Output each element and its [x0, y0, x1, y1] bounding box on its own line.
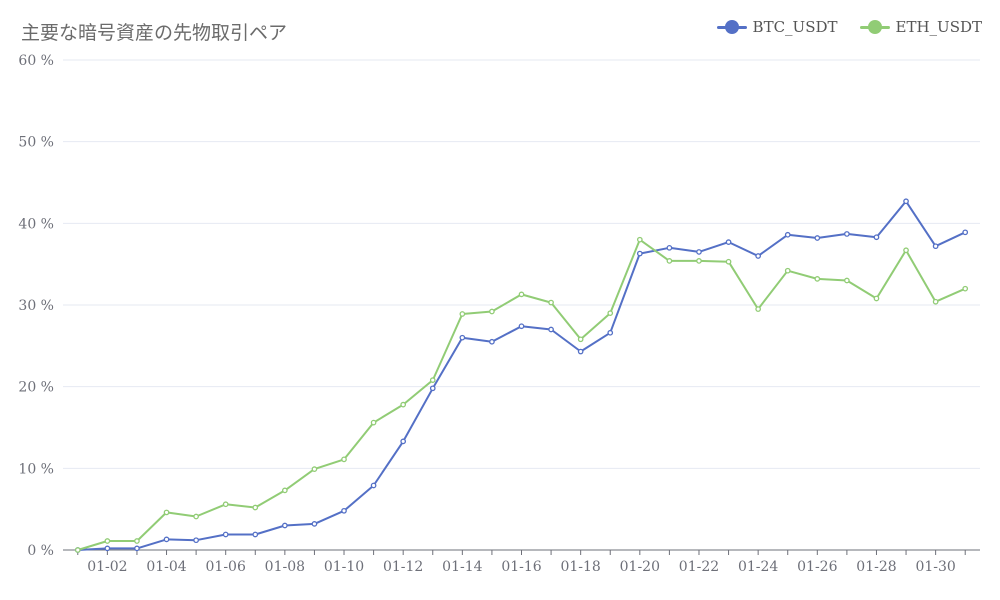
- data-point-btc_usdt[interactable]: [518, 323, 525, 330]
- y-tick-label: 50 %: [18, 135, 54, 151]
- x-tick-label: 01-18: [560, 559, 600, 575]
- data-point-eth_usdt[interactable]: [932, 298, 939, 305]
- legend-item-btc[interactable]: BTC_USDT: [716, 18, 838, 36]
- data-point-btc_usdt[interactable]: [222, 531, 229, 538]
- data-point-btc_usdt[interactable]: [903, 198, 909, 205]
- data-point-btc_usdt[interactable]: [489, 338, 495, 345]
- chart-title: 主要な暗号資産の先物取引ペア: [21, 22, 288, 44]
- data-point-btc_usdt[interactable]: [814, 235, 821, 241]
- data-point-btc_usdt[interactable]: [844, 231, 850, 237]
- legend-item-eth[interactable]: ETH_USDT: [859, 18, 982, 36]
- data-point-btc_usdt[interactable]: [873, 234, 880, 241]
- data-point-eth_usdt[interactable]: [459, 311, 466, 317]
- y-tick-label: 60 %: [18, 53, 54, 69]
- data-point-eth_usdt[interactable]: [134, 538, 140, 544]
- y-axis: 0 % 10 % 20 % 30 % 40 % 50 % 60 %: [18, 53, 54, 559]
- data-point-btc_usdt[interactable]: [252, 531, 259, 538]
- data-point-eth_usdt[interactable]: [903, 247, 909, 254]
- data-point-eth_usdt[interactable]: [400, 401, 407, 408]
- x-tick-label: 01-22: [679, 559, 719, 575]
- x-tick-label: 01-28: [856, 559, 896, 575]
- y-tick-label: 10 %: [18, 461, 54, 477]
- data-point-btc_usdt[interactable]: [163, 536, 170, 543]
- x-tick-label: 01-02: [87, 559, 127, 575]
- data-point-eth_usdt[interactable]: [844, 277, 850, 284]
- x-tick-label: 01-12: [383, 559, 423, 575]
- data-point-btc_usdt[interactable]: [311, 521, 318, 527]
- y-tick-label: 30 %: [18, 298, 54, 314]
- data-point-btc_usdt[interactable]: [341, 507, 347, 514]
- data-point-eth_usdt[interactable]: [577, 336, 584, 343]
- data-point-eth_usdt[interactable]: [755, 306, 761, 312]
- data-point-eth_usdt[interactable]: [104, 538, 111, 544]
- data-point-btc_usdt[interactable]: [193, 537, 199, 544]
- series-line-btc_usdt: [76, 200, 967, 551]
- data-point-btc_usdt[interactable]: [577, 348, 584, 355]
- data-point-btc_usdt[interactable]: [370, 482, 377, 489]
- data-point-eth_usdt[interactable]: [607, 310, 614, 317]
- data-point-btc_usdt[interactable]: [134, 545, 140, 552]
- data-point-btc_usdt[interactable]: [696, 249, 702, 255]
- x-tick-label: 01-30: [915, 559, 955, 575]
- data-point-eth_usdt[interactable]: [636, 236, 643, 243]
- series-lines: [74, 198, 969, 553]
- data-point-btc_usdt[interactable]: [548, 326, 554, 333]
- legend-swatch-eth: [859, 20, 890, 34]
- series-line-eth_usdt: [76, 238, 967, 551]
- data-point-btc_usdt[interactable]: [755, 253, 761, 259]
- x-axis: 01-02 01-04 01-06 01-08 01-10 01-12 01-14 01-16…: [63, 549, 980, 575]
- data-point-eth_usdt[interactable]: [282, 487, 288, 494]
- data-point-eth_usdt[interactable]: [222, 501, 229, 508]
- x-tick-label: 01-26: [797, 559, 837, 575]
- data-point-eth_usdt[interactable]: [784, 267, 791, 274]
- data-point-btc_usdt[interactable]: [725, 239, 732, 245]
- data-point-eth_usdt[interactable]: [429, 377, 436, 383]
- data-point-eth_usdt[interactable]: [74, 547, 81, 553]
- data-point-eth_usdt[interactable]: [193, 513, 199, 520]
- legend-label-eth: ETH_USDT: [895, 18, 982, 36]
- data-point-btc_usdt[interactable]: [932, 243, 939, 250]
- data-point-eth_usdt[interactable]: [163, 509, 170, 516]
- x-tick-label: 01-04: [146, 559, 186, 575]
- data-point-eth_usdt[interactable]: [873, 295, 880, 302]
- data-point-eth_usdt[interactable]: [341, 456, 347, 463]
- y-tick-label: 20 %: [18, 380, 54, 396]
- data-point-btc_usdt[interactable]: [282, 522, 288, 529]
- data-point-eth_usdt[interactable]: [962, 285, 969, 292]
- data-point-btc_usdt[interactable]: [666, 244, 673, 251]
- y-tick-label: 0 %: [27, 543, 54, 559]
- x-tick-label: 01-08: [265, 559, 305, 575]
- data-point-eth_usdt[interactable]: [814, 276, 821, 282]
- data-point-btc_usdt[interactable]: [400, 438, 407, 445]
- data-point-eth_usdt[interactable]: [311, 466, 318, 472]
- data-point-btc_usdt[interactable]: [962, 229, 969, 236]
- data-point-eth_usdt[interactable]: [666, 258, 673, 264]
- data-point-btc_usdt[interactable]: [459, 334, 466, 341]
- x-tick-label: 01-14: [442, 559, 482, 575]
- x-tick-label: 01-16: [501, 559, 541, 575]
- legend-label-btc: BTC_USDT: [752, 18, 838, 36]
- data-point-btc_usdt[interactable]: [784, 231, 791, 238]
- x-tick-label: 01-20: [620, 559, 660, 575]
- data-point-eth_usdt[interactable]: [696, 258, 702, 264]
- data-point-eth_usdt[interactable]: [725, 258, 732, 265]
- data-point-btc_usdt[interactable]: [636, 250, 643, 257]
- chart-legend: BTC_USDT ETH_USDT: [716, 18, 982, 36]
- x-tick-label: 01-10: [324, 559, 364, 575]
- data-point-eth_usdt[interactable]: [370, 419, 377, 426]
- y-tick-label: 40 %: [18, 216, 54, 232]
- data-point-btc_usdt[interactable]: [607, 329, 614, 336]
- grid-lines: [63, 59, 980, 469]
- data-point-eth_usdt[interactable]: [252, 504, 259, 511]
- data-point-eth_usdt[interactable]: [548, 299, 554, 306]
- data-point-btc_usdt[interactable]: [429, 385, 436, 392]
- x-tick-label: 01-06: [206, 559, 246, 575]
- data-point-btc_usdt[interactable]: [104, 545, 111, 552]
- legend-swatch-btc: [716, 20, 747, 34]
- data-point-eth_usdt[interactable]: [518, 291, 525, 298]
- x-tick-label: 01-24: [738, 559, 778, 575]
- data-point-eth_usdt[interactable]: [489, 308, 495, 315]
